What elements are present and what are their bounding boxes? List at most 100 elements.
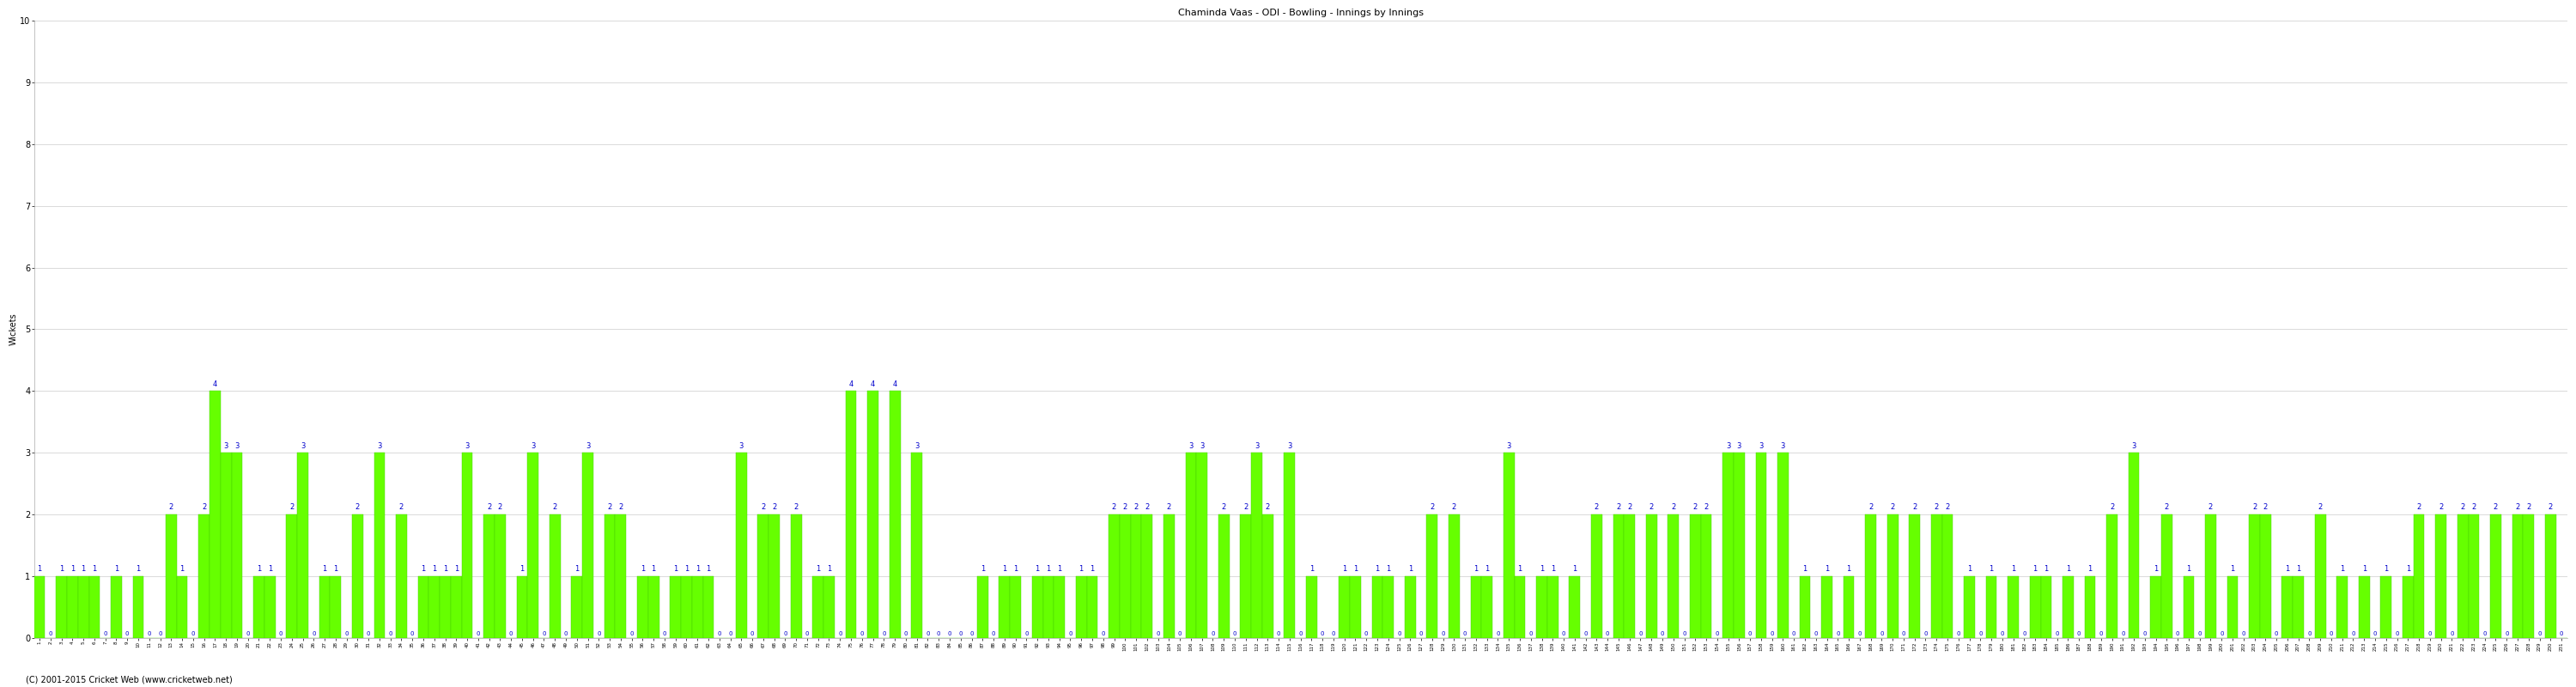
Text: 0: 0 — [1298, 631, 1303, 636]
Bar — [1283, 453, 1296, 638]
Text: 0: 0 — [948, 631, 951, 636]
Bar — [1218, 515, 1229, 638]
Text: 1: 1 — [1409, 565, 1412, 573]
Text: 3: 3 — [585, 442, 590, 450]
Text: 3: 3 — [464, 442, 469, 450]
Text: 3: 3 — [1188, 442, 1193, 450]
Text: 1: 1 — [137, 565, 142, 573]
Text: 0: 0 — [806, 631, 809, 636]
Text: 3: 3 — [1780, 442, 1785, 450]
Text: 2: 2 — [201, 504, 206, 511]
Bar — [440, 576, 451, 638]
Bar — [1164, 515, 1175, 638]
Text: 0: 0 — [1770, 631, 1775, 636]
Bar — [670, 576, 680, 638]
Text: 2: 2 — [1265, 504, 1270, 511]
Text: 1: 1 — [268, 565, 273, 573]
Text: 2: 2 — [773, 504, 775, 511]
Text: 2: 2 — [1615, 504, 1620, 511]
Bar — [428, 576, 440, 638]
Text: 0: 0 — [1321, 631, 1324, 636]
Text: 0: 0 — [629, 631, 634, 636]
Text: 2: 2 — [2514, 504, 2519, 511]
Text: 1: 1 — [1012, 565, 1018, 573]
Text: 1: 1 — [641, 565, 644, 573]
Text: 1: 1 — [36, 565, 41, 573]
Text: 0: 0 — [1814, 631, 1819, 636]
Bar — [353, 515, 363, 638]
Text: 2: 2 — [1935, 504, 1940, 511]
Bar — [2151, 576, 2161, 638]
Text: 4: 4 — [871, 380, 876, 388]
Text: 2: 2 — [2251, 504, 2257, 511]
Bar — [518, 576, 528, 638]
Bar — [495, 515, 505, 638]
Bar — [1515, 576, 1525, 638]
Text: 1: 1 — [433, 565, 435, 573]
Text: 3: 3 — [1288, 442, 1293, 450]
Text: 1: 1 — [1056, 565, 1061, 573]
Text: 1: 1 — [1968, 565, 1971, 573]
Text: 3: 3 — [1726, 442, 1731, 450]
Bar — [77, 576, 90, 638]
Text: 0: 0 — [345, 631, 348, 636]
Text: 1: 1 — [981, 565, 984, 573]
Text: 1: 1 — [1309, 565, 1314, 573]
Bar — [889, 391, 902, 638]
Bar — [1010, 576, 1020, 638]
Text: 1: 1 — [2066, 565, 2071, 573]
Bar — [2007, 576, 2020, 638]
Text: 0: 0 — [2022, 631, 2027, 636]
Bar — [417, 576, 428, 638]
Bar — [2545, 515, 2555, 638]
Text: 0: 0 — [992, 631, 994, 636]
Bar — [252, 576, 265, 638]
Text: 1: 1 — [2295, 565, 2300, 573]
Text: 1: 1 — [1090, 565, 1095, 573]
Bar — [1888, 515, 1899, 638]
Text: 0: 0 — [904, 631, 907, 636]
Text: 0: 0 — [1211, 631, 1216, 636]
Bar — [737, 453, 747, 638]
Text: 1: 1 — [420, 565, 425, 573]
Text: 2: 2 — [1891, 504, 1896, 511]
Bar — [791, 515, 801, 638]
Text: 0: 0 — [2275, 631, 2277, 636]
Text: 0: 0 — [881, 631, 886, 636]
Bar — [2403, 576, 2414, 638]
Text: 2: 2 — [554, 504, 556, 511]
Text: 0: 0 — [783, 631, 788, 636]
Text: 0: 0 — [1662, 631, 1664, 636]
Text: 0: 0 — [410, 631, 415, 636]
Bar — [111, 576, 121, 638]
Text: 0: 0 — [1857, 631, 1862, 636]
Bar — [1646, 515, 1656, 638]
Bar — [296, 453, 309, 638]
Text: 1: 1 — [2339, 565, 2344, 573]
Bar — [484, 515, 495, 638]
Text: 0: 0 — [2197, 631, 2202, 636]
Text: 1: 1 — [258, 565, 260, 573]
Bar — [1757, 453, 1767, 638]
Bar — [2414, 515, 2424, 638]
Bar — [1481, 576, 1492, 638]
Text: 3: 3 — [1759, 442, 1765, 450]
Text: 0: 0 — [1584, 631, 1587, 636]
Bar — [693, 576, 703, 638]
Text: 0: 0 — [1463, 631, 1466, 636]
Text: 0: 0 — [1749, 631, 1752, 636]
Bar — [1909, 515, 1919, 638]
Text: 1: 1 — [1551, 565, 1556, 573]
Bar — [198, 515, 209, 638]
Text: 2: 2 — [487, 504, 492, 511]
Text: 3: 3 — [1736, 442, 1741, 450]
Text: 1: 1 — [1571, 565, 1577, 573]
Bar — [811, 576, 824, 638]
Text: 0: 0 — [2120, 631, 2125, 636]
Text: 2: 2 — [1430, 504, 1435, 511]
Bar — [265, 576, 276, 638]
Text: 1: 1 — [2032, 565, 2038, 573]
Text: 1: 1 — [2285, 565, 2290, 573]
Bar — [549, 515, 562, 638]
Bar — [209, 391, 222, 638]
